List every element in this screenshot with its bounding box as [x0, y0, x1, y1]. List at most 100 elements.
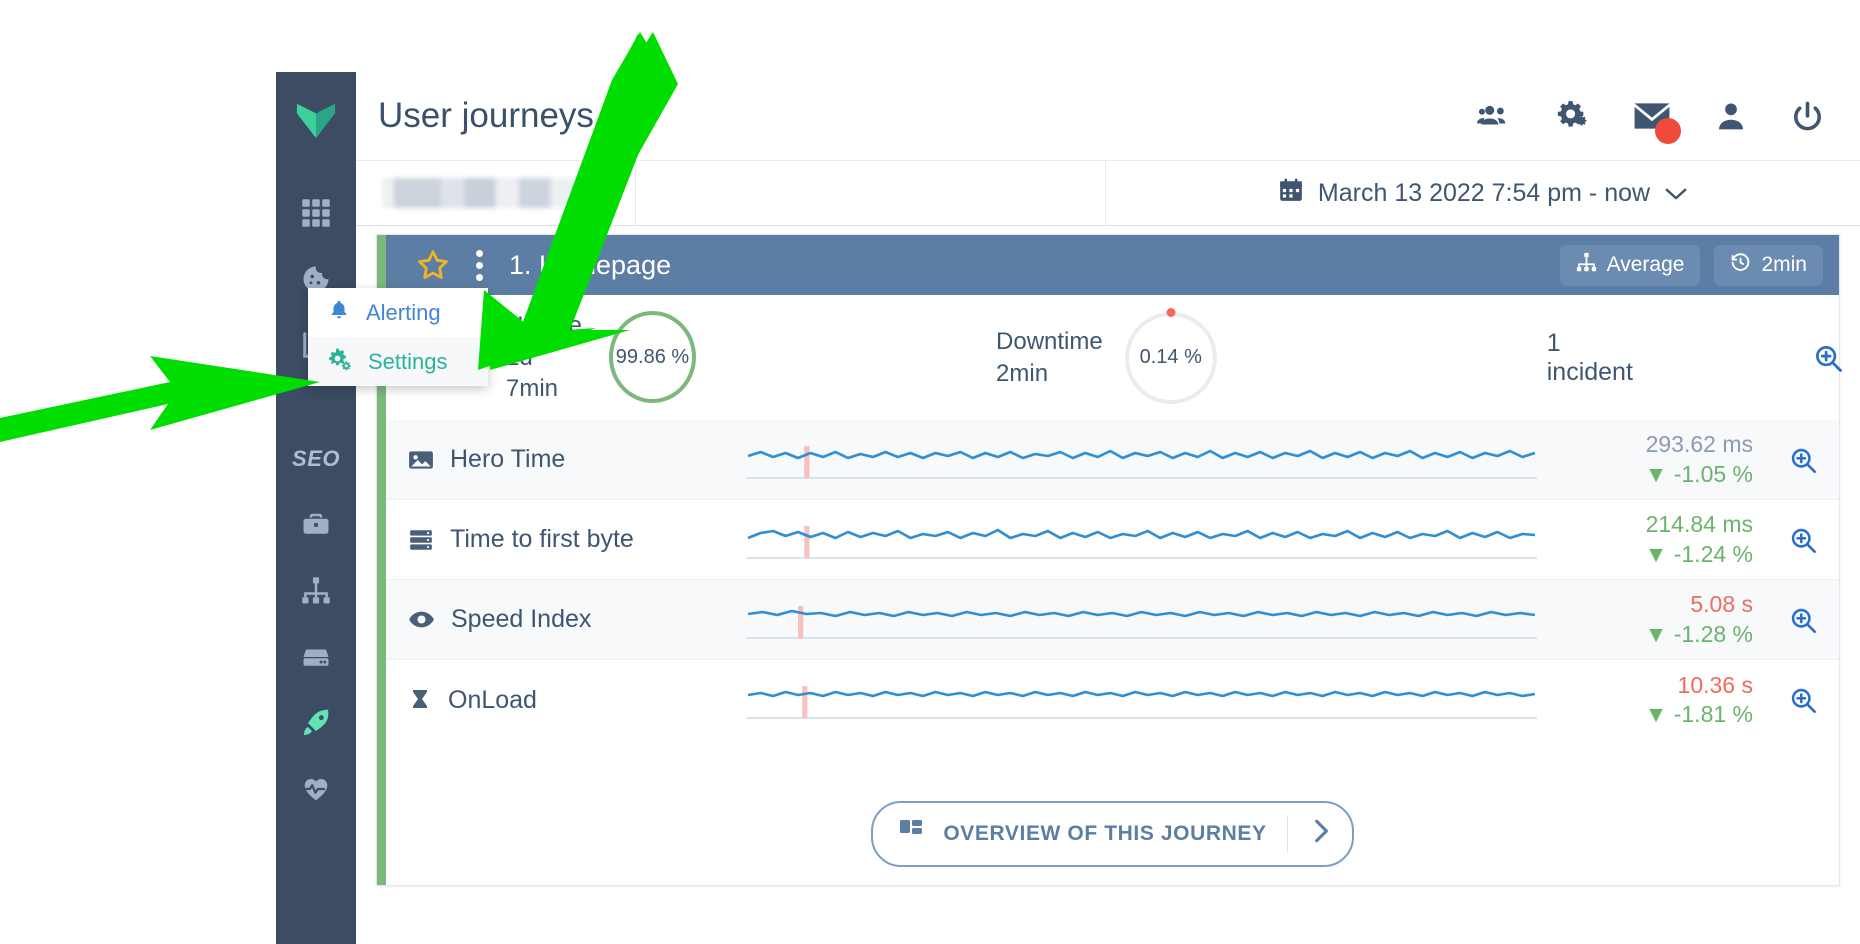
downtime-value: 2min — [996, 359, 1049, 387]
metric-zoom-icon[interactable] — [1789, 526, 1817, 554]
metric-label: Hero Time — [450, 445, 566, 473]
notification-badge — [1655, 118, 1681, 144]
metric-sparkline — [746, 432, 1537, 488]
site-selector-value — [382, 178, 578, 208]
average-pill-label: Average — [1606, 253, 1685, 276]
overview-journey-label: OVERVIEW OF THIS JOURNEY — [943, 822, 1267, 845]
uptime-value: 1d 7min — [506, 343, 559, 403]
metric-delta: ▼ -1.28 % — [1644, 620, 1753, 647]
menu-item-label: Settings — [368, 348, 448, 374]
metric-zoom-icon[interactable] — [1789, 606, 1817, 634]
metric-label: Speed Index — [451, 605, 592, 633]
sidebar-item-sitemap[interactable] — [276, 558, 356, 624]
metric-delta: ▼ -1.24 % — [1644, 540, 1753, 567]
interval-pill[interactable]: 2min — [1714, 244, 1823, 286]
header-icon-group — [1477, 99, 1824, 144]
history-icon — [1730, 252, 1751, 279]
downtime-block: Downtime 2min 0.14 % — [996, 307, 1217, 404]
briefcase-icon — [301, 510, 331, 540]
metric-zoom-icon[interactable] — [1789, 686, 1817, 714]
user-icon[interactable] — [1715, 99, 1747, 133]
interval-pill-label: 2min — [1761, 253, 1807, 276]
metric-row[interactable]: Hero Time 293.62 ms ▼ -1.05 % — [386, 420, 1839, 500]
calendar-icon — [1278, 177, 1304, 210]
date-range-selector[interactable]: March 13 2022 7:54 pm - now — [1106, 161, 1860, 225]
sidebar-item-monitoring[interactable] — [276, 756, 356, 822]
summary-zoom-icon[interactable] — [1813, 343, 1843, 373]
app-logo[interactable] — [293, 100, 339, 140]
favorite-star-icon[interactable] — [416, 248, 450, 282]
downtime-marker-dot — [1166, 307, 1176, 317]
bell-icon — [328, 299, 350, 327]
menu-item-alerting[interactable]: Alerting — [308, 288, 488, 337]
users-icon[interactable] — [1477, 99, 1511, 133]
metric-row[interactable]: Speed Index 5.08 s ▼ -1.28 % — [386, 580, 1839, 660]
overview-journey-button[interactable]: OVERVIEW OF THIS JOURNEY — [871, 801, 1354, 867]
cta-divider — [1286, 815, 1288, 853]
sidebar-item-seo[interactable]: SEO — [276, 426, 356, 492]
site-selector[interactable] — [356, 161, 636, 225]
menu-item-label: Alerting — [366, 299, 441, 325]
chevron-down-icon — [587, 183, 613, 204]
metric-label: Time to first byte — [450, 525, 634, 553]
uptime-percent: 99.86 % — [615, 345, 690, 368]
metric-row[interactable]: OnLoad 10.36 s ▼ -1.81 % — [386, 660, 1839, 740]
uptime-label: Uptime — [506, 311, 583, 339]
server-icon — [408, 527, 434, 553]
metric-sparkline — [746, 672, 1537, 728]
uptime-gauge: 99.86 % — [608, 311, 697, 404]
toolbar-spacer — [636, 161, 1106, 225]
menu-item-settings[interactable]: Settings — [308, 337, 488, 386]
downtime-percent: 0.14 % — [1139, 346, 1202, 368]
hard-drive-icon — [301, 642, 331, 672]
sidebar: SEO — [276, 72, 356, 944]
envelope-icon[interactable] — [1633, 100, 1681, 144]
downtime-label: Downtime — [996, 327, 1103, 355]
sitemap-icon — [1576, 252, 1597, 279]
sidebar-item-label: SEO — [292, 446, 340, 471]
metric-list: Hero Time 293.62 ms ▼ -1.05 % — [386, 420, 1839, 740]
journey-summary: Uptime 1d 7min 99.86 % Downtime 2min 0.1… — [386, 295, 1842, 420]
downtime-gauge: 0.14 % — [1124, 307, 1217, 404]
cookie-icon — [301, 264, 331, 294]
journey-cta-wrap: OVERVIEW OF THIS JOURNEY — [386, 801, 1839, 867]
hourglass-icon — [408, 687, 432, 713]
metric-delta: ▼ -1.05 % — [1644, 460, 1753, 487]
metric-zoom-icon[interactable] — [1789, 446, 1817, 474]
journey-context-menu: Alerting Settings — [308, 288, 488, 386]
sidebar-item-toolbox[interactable] — [276, 492, 356, 558]
filter-toolbar: March 13 2022 7:54 pm - now — [356, 160, 1860, 226]
metric-delta: ▼ -1.81 % — [1644, 701, 1753, 727]
metric-sparkline — [746, 592, 1537, 648]
metric-value: 214.84 ms — [1645, 511, 1753, 538]
power-icon[interactable] — [1791, 100, 1824, 133]
card-status-accent — [377, 235, 386, 885]
incident-count: 1 incident — [1546, 328, 1633, 386]
sidebar-item-dashboard[interactable] — [276, 180, 356, 246]
metric-value: 10.36 s — [1677, 671, 1753, 698]
metric-sparkline — [746, 512, 1537, 568]
image-icon — [408, 447, 434, 473]
uptime-block: Uptime 1d 7min 99.86 % — [506, 310, 697, 405]
rocket-icon — [300, 707, 332, 739]
dashboard-grid-icon — [899, 819, 923, 849]
cogs-icon[interactable] — [1555, 99, 1589, 133]
journey-card-header: 1. Homepage Average — [386, 235, 1839, 295]
cogs-icon — [328, 347, 352, 377]
journey-title: 1. Homepage — [509, 249, 672, 280]
sidebar-item-performance[interactable] — [276, 690, 356, 756]
page-title: User journeys — [378, 96, 594, 135]
sidebar-item-cookie[interactable] — [276, 246, 356, 312]
journey-menu-button[interactable] — [468, 246, 491, 285]
metric-row[interactable]: Time to first byte 214.84 ms ▼ -1.24 % — [386, 500, 1839, 580]
sidebar-item-server[interactable] — [276, 624, 356, 690]
chevron-right-icon — [1308, 818, 1334, 850]
chevron-down-icon — [1664, 179, 1688, 208]
page-header: User journeys — [356, 72, 1860, 160]
journey-header-actions: Average 2min — [1559, 244, 1823, 286]
sitemap-icon — [301, 576, 331, 606]
average-pill[interactable]: Average — [1559, 244, 1701, 286]
metric-value: 293.62 ms — [1645, 431, 1753, 458]
date-range-label: March 13 2022 7:54 pm - now — [1317, 178, 1651, 207]
grid-icon — [301, 198, 331, 228]
